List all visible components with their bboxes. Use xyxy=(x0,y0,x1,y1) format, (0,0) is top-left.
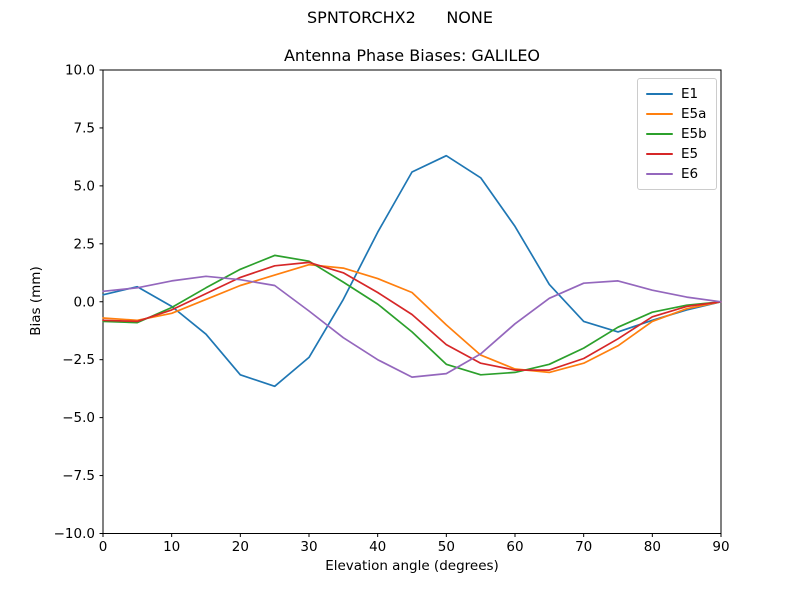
legend-label-E1: E1 xyxy=(681,86,699,102)
legend-entry-E5b: E5b xyxy=(646,124,708,144)
y-tick-label: −5.0 xyxy=(62,410,95,426)
legend-label-E5b: E5b xyxy=(681,126,707,142)
x-tick-label: 0 xyxy=(99,539,108,555)
y-tick-label: −10.0 xyxy=(54,526,95,542)
legend-label-E6: E6 xyxy=(681,166,699,182)
y-tick-label: 7.5 xyxy=(74,120,95,136)
legend-entry-E1: E1 xyxy=(646,84,708,104)
y-tick-label: 0.0 xyxy=(74,294,95,310)
x-tick-label: 40 xyxy=(369,539,386,555)
legend-swatch-E5b xyxy=(646,132,673,136)
legend-entry-E5a: E5a xyxy=(646,104,708,124)
series-line-E5b xyxy=(102,254,722,376)
axes-frame xyxy=(102,69,722,534)
x-tick-label: 50 xyxy=(438,539,455,555)
x-axis-label: Elevation angle (degrees) xyxy=(325,558,499,574)
figure-suptitle: SPNTORCHX2 NONE xyxy=(307,8,493,27)
x-tick-label: 90 xyxy=(712,539,729,555)
x-tick-label: 30 xyxy=(300,539,317,555)
legend-swatch-E6 xyxy=(646,172,673,176)
y-axis-label: Bias (mm) xyxy=(28,266,44,336)
y-tick-label: 5.0 xyxy=(74,178,95,194)
series-line-E6 xyxy=(102,275,722,378)
x-tick-label: 20 xyxy=(232,539,249,555)
legend-entry-E5: E5 xyxy=(646,144,708,164)
legend-swatch-E5a xyxy=(646,112,673,116)
series-line-E5 xyxy=(102,261,722,371)
x-tick-label: 10 xyxy=(163,539,180,555)
series-line-E5a xyxy=(102,263,722,374)
y-tick-label: −2.5 xyxy=(62,352,95,368)
y-tick-label: −7.5 xyxy=(62,468,95,484)
y-tick-label: 2.5 xyxy=(74,236,95,252)
legend: E1 E5a E5b E5 E6 xyxy=(637,78,717,190)
x-tick-label: 60 xyxy=(506,539,523,555)
legend-label-E5: E5 xyxy=(681,146,699,162)
legend-swatch-E1 xyxy=(646,92,673,96)
x-tick-label: 80 xyxy=(644,539,661,555)
series-line-E1 xyxy=(102,154,722,388)
y-tick-label: 10.0 xyxy=(65,63,95,79)
legend-swatch-E5 xyxy=(646,152,673,156)
axes-title: Antenna Phase Biases: GALILEO xyxy=(283,46,541,65)
x-tick-label: 70 xyxy=(575,539,592,555)
legend-entry-E6: E6 xyxy=(646,164,708,184)
legend-label-E5a: E5a xyxy=(681,106,707,122)
